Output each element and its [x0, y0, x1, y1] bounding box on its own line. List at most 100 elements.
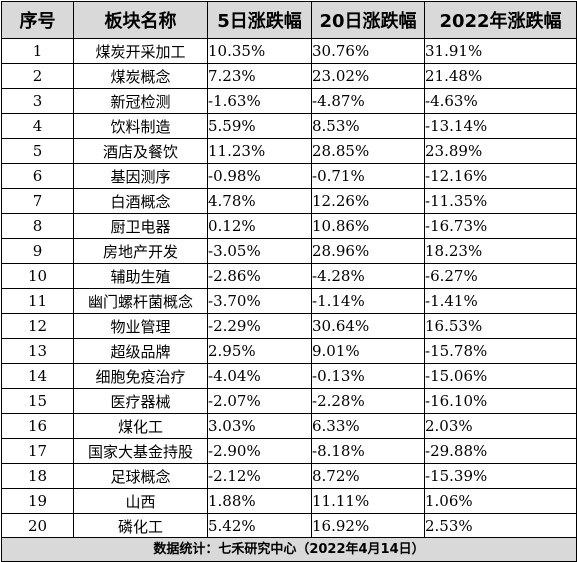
table-row: 15 医疗器械 -2.07% -2.28% -16.10%: [1, 388, 577, 414]
row-index: 13: [1, 338, 74, 364]
change-20day: 10.86%: [311, 213, 425, 239]
change-2022: 18.23%: [424, 238, 577, 264]
row-index: 14: [1, 363, 74, 389]
table-row: 16 煤化工 3.03% 6.33% 2.03%: [1, 413, 577, 439]
table-row: 10 辅助生殖 -2.86% -4.28% -6.27%: [1, 263, 577, 289]
change-2022: -15.39%: [424, 463, 577, 489]
sector-name: 煤炭开采加工: [73, 38, 208, 64]
table-row: 8 厨卫电器 0.12% 10.86% -16.73%: [1, 213, 577, 239]
change-5day: -4.04%: [207, 363, 312, 389]
change-2022: -6.27%: [424, 263, 577, 289]
change-5day: 5.42%: [207, 513, 312, 539]
change-5day: 3.03%: [207, 413, 312, 439]
row-index: 1: [1, 38, 74, 64]
row-index: 19: [1, 488, 74, 514]
change-20day: 8.72%: [311, 463, 425, 489]
change-20day: 30.76%: [311, 38, 425, 64]
change-20day: -0.13%: [311, 363, 425, 389]
row-index: 3: [1, 88, 74, 114]
header-row: 序号 板块名称 5日涨跌幅 20日涨跌幅 2022年涨跌幅: [1, 1, 577, 39]
row-index: 4: [1, 113, 74, 139]
change-20day: 8.53%: [311, 113, 425, 139]
change-2022: -29.88%: [424, 438, 577, 464]
change-5day: -3.70%: [207, 288, 312, 314]
change-5day: -2.90%: [207, 438, 312, 464]
table-row: 6 基因测序 -0.98% -0.71% -12.16%: [1, 163, 577, 189]
change-20day: -8.18%: [311, 438, 425, 464]
row-index: 8: [1, 213, 74, 239]
data-source-note: 数据统计：七禾研究中心（2022年4月14日）: [1, 537, 577, 562]
sector-name: 足球概念: [73, 463, 208, 489]
change-2022: -15.06%: [424, 363, 577, 389]
header-2022-change: 2022年涨跌幅: [424, 1, 577, 39]
change-20day: 6.33%: [311, 413, 425, 439]
row-index: 15: [1, 388, 74, 414]
sector-name: 国家大基金持股: [73, 438, 208, 464]
sector-name: 基因测序: [73, 163, 208, 189]
change-2022: 31.91%: [424, 38, 577, 64]
header-5day-change: 5日涨跌幅: [207, 1, 312, 39]
sector-name: 厨卫电器: [73, 213, 208, 239]
change-2022: 16.53%: [424, 313, 577, 339]
change-5day: 2.95%: [207, 338, 312, 364]
sector-name: 白酒概念: [73, 188, 208, 214]
change-5day: -3.05%: [207, 238, 312, 264]
table-row: 19 山西 1.88% 11.11% 1.06%: [1, 488, 577, 514]
sector-name: 幽门螺杆菌概念: [73, 288, 208, 314]
row-index: 16: [1, 413, 74, 439]
table-row: 3 新冠检测 -1.63% -4.87% -4.63%: [1, 88, 577, 114]
table-row: 5 酒店及餐饮 11.23% 28.85% 23.89%: [1, 138, 577, 164]
row-index: 17: [1, 438, 74, 464]
change-5day: 5.59%: [207, 113, 312, 139]
change-2022: 2.03%: [424, 413, 577, 439]
change-20day: -0.71%: [311, 163, 425, 189]
change-5day: -2.29%: [207, 313, 312, 339]
sector-name: 房地产开发: [73, 238, 208, 264]
change-20day: 28.85%: [311, 138, 425, 164]
row-index: 12: [1, 313, 74, 339]
change-20day: 12.26%: [311, 188, 425, 214]
table-row: 12 物业管理 -2.29% 30.64% 16.53%: [1, 313, 577, 339]
header-index: 序号: [1, 1, 74, 39]
sector-name: 新冠检测: [73, 88, 208, 114]
change-2022: -16.73%: [424, 213, 577, 239]
change-20day: -1.14%: [311, 288, 425, 314]
change-2022: 23.89%: [424, 138, 577, 164]
sector-name: 超级品牌: [73, 338, 208, 364]
change-2022: -4.63%: [424, 88, 577, 114]
change-20day: -4.87%: [311, 88, 425, 114]
change-20day: 28.96%: [311, 238, 425, 264]
change-20day: 30.64%: [311, 313, 425, 339]
header-20day-change: 20日涨跌幅: [311, 1, 425, 39]
change-2022: 1.06%: [424, 488, 577, 514]
table-row: 7 白酒概念 4.78% 12.26% -11.35%: [1, 188, 577, 214]
sector-name: 山西: [73, 488, 208, 514]
change-2022: -13.14%: [424, 113, 577, 139]
table-row: 17 国家大基金持股 -2.90% -8.18% -29.88%: [1, 438, 577, 464]
table-row: 13 超级品牌 2.95% 9.01% -15.78%: [1, 338, 577, 364]
change-2022: 2.53%: [424, 513, 577, 539]
row-index: 6: [1, 163, 74, 189]
sector-name: 煤炭概念: [73, 63, 208, 89]
table-row: 1 煤炭开采加工 10.35% 30.76% 31.91%: [1, 38, 577, 64]
change-20day: -2.28%: [311, 388, 425, 414]
row-index: 2: [1, 63, 74, 89]
change-5day: -2.07%: [207, 388, 312, 414]
sector-name: 辅助生殖: [73, 263, 208, 289]
row-index: 10: [1, 263, 74, 289]
change-5day: 7.23%: [207, 63, 312, 89]
change-2022: -12.16%: [424, 163, 577, 189]
sector-name: 酒店及餐饮: [73, 138, 208, 164]
change-5day: -2.12%: [207, 463, 312, 489]
change-20day: 23.02%: [311, 63, 425, 89]
change-2022: -16.10%: [424, 388, 577, 414]
table-row: 18 足球概念 -2.12% 8.72% -15.39%: [1, 463, 577, 489]
table-row: 9 房地产开发 -3.05% 28.96% 18.23%: [1, 238, 577, 264]
change-2022: -11.35%: [424, 188, 577, 214]
change-20day: 9.01%: [311, 338, 425, 364]
table-row: 4 饮料制造 5.59% 8.53% -13.14%: [1, 113, 577, 139]
row-index: 7: [1, 188, 74, 214]
row-index: 5: [1, 138, 74, 164]
change-20day: -4.28%: [311, 263, 425, 289]
change-5day: -2.86%: [207, 263, 312, 289]
